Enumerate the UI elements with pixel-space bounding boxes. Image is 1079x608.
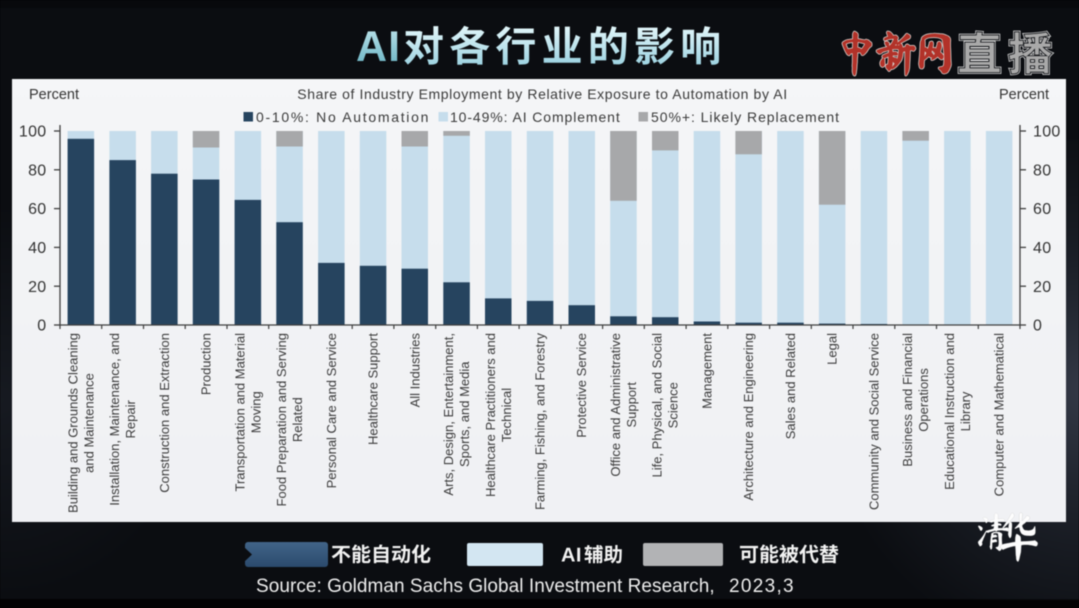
- svg-text:100: 100: [1033, 124, 1061, 141]
- svg-text:100: 100: [19, 124, 47, 141]
- svg-text:Construction and Extraction: Construction and Extraction: [157, 333, 172, 493]
- svg-text:0: 0: [1033, 318, 1042, 335]
- svg-text:Installation, Maintenance, and: Installation, Maintenance, andRepair: [107, 333, 138, 506]
- svg-text:50%+: Likely Replacement: 50%+: Likely Replacement: [651, 109, 840, 125]
- svg-text:Healthcare Practitioners andTe: Healthcare Practitioners andTechnical: [483, 333, 514, 497]
- svg-text:0: 0: [37, 318, 46, 335]
- svg-text:Personal Care and Service: Personal Care and Service: [324, 333, 339, 488]
- svg-text:40: 40: [1033, 240, 1051, 257]
- svg-text:Office and AdministrativeSuppo: Office and AdministrativeSupport: [608, 333, 639, 477]
- svg-text:80: 80: [1033, 162, 1051, 179]
- svg-text:Food Preparation and ServingRe: Food Preparation and ServingRelated: [274, 333, 305, 506]
- svg-text:60: 60: [1033, 201, 1051, 218]
- svg-text:Protective Service: Protective Service: [574, 333, 589, 438]
- svg-text:All Industries: All Industries: [407, 333, 422, 408]
- svg-text:20: 20: [1033, 279, 1051, 296]
- svg-text:0-10%: No Automation: 0-10%: No Automation: [256, 109, 430, 125]
- svg-text:Computer and Mathematical: Computer and Mathematical: [992, 333, 1007, 496]
- svg-text:Building and Grounds Cleaninga: Building and Grounds Cleaningand Mainten…: [65, 333, 96, 513]
- svg-text:Farming, Fishing, and Forestry: Farming, Fishing, and Forestry: [533, 333, 548, 511]
- svg-text:Architecture and Engineering: Architecture and Engineering: [741, 333, 756, 501]
- svg-text:Educational Instruction andLib: Educational Instruction andLibrary: [942, 333, 973, 490]
- svg-text:Arts, Design, Entertainment,Sp: Arts, Design, Entertainment,Sports, and …: [441, 333, 472, 496]
- svg-text:Share of Industry Employment b: Share of Industry Employment by Relative…: [297, 86, 787, 102]
- svg-text:60: 60: [28, 201, 46, 218]
- svg-text:Management: Management: [700, 333, 715, 409]
- svg-text:Sales and Related: Sales and Related: [783, 333, 798, 439]
- svg-text:Community and Social Service: Community and Social Service: [866, 333, 881, 510]
- svg-text:Life, Physical, and SocialScie: Life, Physical, and SocialScience: [650, 333, 681, 478]
- svg-text:Legal: Legal: [825, 333, 840, 365]
- svg-text:20: 20: [28, 279, 46, 296]
- svg-text:2023,3: 2023,3: [729, 576, 795, 597]
- svg-text:Business and FinancialOperatio: Business and FinancialOperations: [900, 333, 931, 467]
- svg-text:10-49%: AI Complement: 10-49%: AI Complement: [450, 109, 621, 125]
- svg-text:Percent: Percent: [29, 87, 79, 103]
- svg-text:40: 40: [28, 240, 46, 257]
- svg-text:80: 80: [28, 162, 46, 179]
- svg-text:Percent: Percent: [999, 87, 1049, 103]
- svg-text:Source: Goldman Sachs Global I: Source: Goldman Sachs Global Investment …: [256, 576, 715, 597]
- svg-text:Healthcare Support: Healthcare Support: [366, 333, 381, 445]
- svg-text:Transportation and MaterialMov: Transportation and MaterialMoving: [232, 333, 263, 492]
- svg-text:Production: Production: [199, 333, 214, 395]
